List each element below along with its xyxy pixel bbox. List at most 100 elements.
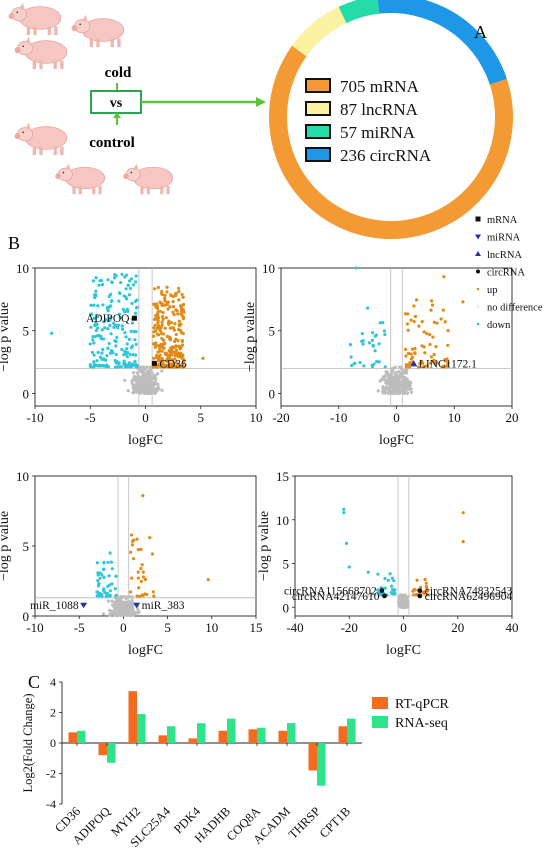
point-up xyxy=(404,354,408,358)
point-down xyxy=(118,315,123,320)
x-tick-label: 10 xyxy=(250,410,263,425)
point-down xyxy=(116,326,120,330)
x-tick-label: -5 xyxy=(74,620,85,635)
point-up xyxy=(428,333,432,337)
point-down xyxy=(348,343,353,347)
point-no-difference xyxy=(137,365,141,369)
point-up xyxy=(410,347,415,351)
arrow-head-right xyxy=(256,97,266,107)
legend-marker-nodiff xyxy=(476,305,480,308)
point-no-difference xyxy=(154,377,158,381)
point-no-difference xyxy=(397,370,401,374)
point-up xyxy=(163,293,167,297)
point-no-difference xyxy=(140,388,144,392)
point-no-difference xyxy=(135,378,139,382)
legend-marker-mirna xyxy=(475,234,481,240)
point-down xyxy=(366,306,370,310)
point-down xyxy=(103,317,108,322)
point-down xyxy=(88,342,92,346)
volcano-mirna: -10 -5 0 5 10 15 0 5 10 logFC −log p value miR_1088… xyxy=(0,469,263,658)
point-down xyxy=(95,594,99,598)
y-tick-label: 4 xyxy=(50,675,56,689)
point-no-difference xyxy=(133,612,138,616)
category-label: CPT1B xyxy=(317,804,353,840)
legend-label: miRNA xyxy=(487,233,521,244)
point-down xyxy=(130,321,135,325)
point-up xyxy=(157,364,161,368)
point-up xyxy=(154,353,159,358)
point-down xyxy=(98,571,102,575)
point-no-difference xyxy=(384,381,389,386)
pig-leg xyxy=(160,186,164,195)
point-down xyxy=(96,304,100,308)
point-down xyxy=(99,278,104,283)
x-axis-label: logFC xyxy=(128,643,163,658)
y-tick-label: 0 xyxy=(23,386,30,401)
point-no-difference xyxy=(383,391,388,395)
point-up xyxy=(182,364,186,368)
point-no-difference xyxy=(387,379,391,383)
point-no-difference xyxy=(376,389,380,393)
point-up xyxy=(414,593,418,597)
point-down xyxy=(382,329,386,333)
point-no-difference xyxy=(149,367,153,371)
point-no-difference xyxy=(409,387,413,391)
point-down xyxy=(110,299,114,303)
point-no-difference xyxy=(149,379,153,384)
point-up xyxy=(156,321,160,325)
point-down xyxy=(101,588,106,592)
point-no-difference xyxy=(126,389,130,393)
point-down xyxy=(102,561,106,565)
point-down xyxy=(110,582,114,586)
x-axis-label: logFC xyxy=(386,643,421,658)
point-down xyxy=(120,324,124,328)
point-no-difference xyxy=(137,610,141,614)
point-up xyxy=(155,332,159,336)
pig-ear xyxy=(19,2,25,11)
x-tick-label: -10 xyxy=(330,410,347,425)
point-up xyxy=(206,578,210,582)
scatter-points xyxy=(49,272,205,396)
point-no-difference xyxy=(119,596,124,600)
pig-icon xyxy=(14,36,68,70)
point-down xyxy=(352,362,356,366)
point-up xyxy=(413,314,418,319)
point-no-difference xyxy=(401,380,405,384)
point-down xyxy=(342,511,346,515)
point-down xyxy=(371,331,375,335)
point-up xyxy=(425,364,429,368)
pig-leg xyxy=(39,60,43,70)
point-up xyxy=(413,346,417,351)
point-down xyxy=(94,328,98,333)
point-down xyxy=(94,316,98,320)
point-up xyxy=(148,535,152,540)
point-no-difference xyxy=(134,384,138,389)
point-label: miR_1088 xyxy=(30,600,79,612)
point-no-difference xyxy=(405,368,409,372)
point-no-difference xyxy=(389,374,393,378)
point-down xyxy=(95,363,99,367)
point-up xyxy=(423,577,427,582)
point-up xyxy=(164,359,169,363)
point-up xyxy=(429,299,434,303)
pig-eye xyxy=(62,171,65,174)
pig-leg xyxy=(60,146,64,156)
point-up xyxy=(165,334,169,339)
point-down xyxy=(372,362,376,366)
point-no-difference xyxy=(148,387,152,391)
bar-rt-qpcr xyxy=(98,743,107,756)
pig-leg xyxy=(78,186,82,195)
point-down xyxy=(125,347,129,351)
point-down xyxy=(107,318,111,323)
y-tick-label: -2 xyxy=(46,767,56,781)
point-up xyxy=(176,355,181,359)
point-no-difference xyxy=(388,389,392,393)
legend-marker-down xyxy=(476,322,480,326)
point-down xyxy=(95,359,99,363)
point-up xyxy=(152,330,156,334)
point-down xyxy=(130,344,135,348)
ring-slice xyxy=(268,45,513,240)
point-no-difference xyxy=(409,390,413,394)
point-no-difference xyxy=(145,384,149,388)
